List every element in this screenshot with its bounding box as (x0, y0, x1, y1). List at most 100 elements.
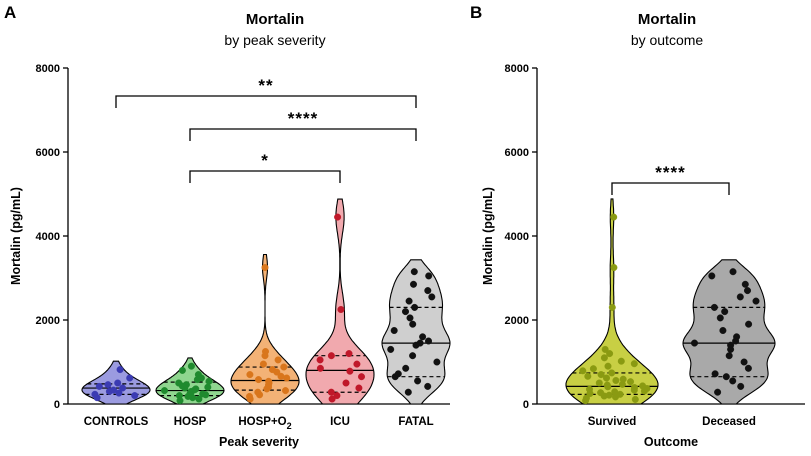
data-point (410, 268, 418, 276)
panel-letter-b: B (470, 3, 482, 22)
data-point (745, 320, 753, 328)
violin-body (565, 198, 659, 405)
violin-hosp-o2: HOSP+O2 (230, 253, 300, 431)
violin-icu: ICU (305, 198, 375, 428)
data-point (433, 358, 441, 366)
data-point (428, 293, 436, 301)
violin-fatal: FATAL (381, 259, 451, 428)
chart-b-subtitle: by outcome (631, 32, 704, 48)
data-point (727, 341, 735, 349)
y-axis-label: Mortalin (pg/mL) (481, 187, 495, 285)
data-point (337, 306, 345, 314)
data-point (416, 339, 424, 347)
data-point (246, 371, 254, 379)
data-point (631, 384, 639, 392)
y-tick-label: 8000 (36, 63, 60, 75)
data-point (394, 370, 402, 378)
data-point (425, 337, 433, 345)
category-label: HOSP+O2 (238, 416, 291, 431)
data-point (722, 373, 730, 381)
data-point (733, 333, 741, 341)
data-point (327, 352, 335, 360)
data-point (617, 357, 625, 365)
data-point (603, 374, 611, 382)
x-axis-label: Peak severity (219, 435, 299, 449)
data-point (327, 388, 335, 396)
chart-a-title: Mortalin (246, 11, 304, 28)
data-point (131, 392, 139, 400)
data-point (346, 367, 354, 375)
data-point (608, 303, 616, 311)
y-tick-label: 0 (523, 399, 529, 411)
data-point (334, 213, 342, 221)
data-point (604, 362, 612, 370)
category-label: Deceased (702, 416, 756, 428)
data-point (631, 395, 639, 403)
data-point (740, 358, 748, 366)
bracket-line (189, 170, 341, 183)
data-point (619, 375, 627, 383)
data-point (691, 339, 699, 347)
data-point (316, 356, 324, 364)
data-point (109, 386, 117, 394)
data-point (259, 360, 267, 368)
bracket-line (115, 95, 417, 108)
y-tick-label: 6000 (505, 147, 529, 159)
y-tick-label: 8000 (505, 63, 529, 75)
data-point (345, 350, 353, 358)
category-label: CONTROLS (84, 416, 149, 428)
data-point (406, 314, 414, 322)
data-point (425, 272, 433, 280)
data-point (610, 213, 618, 221)
data-point (612, 377, 620, 385)
chart-b: 0 2000 4000 6000 8000 Mortalin (pg/mL) Outcome… (481, 63, 805, 449)
data-point (126, 374, 134, 382)
bracket-line (611, 182, 730, 195)
significance-label: * (261, 151, 269, 170)
data-point (316, 364, 324, 372)
category-label: Survived (588, 416, 637, 428)
data-point (419, 333, 427, 341)
x-axis-label: Outcome (644, 435, 698, 449)
data-point (95, 382, 103, 390)
data-point (601, 345, 609, 353)
data-point (630, 360, 638, 368)
data-point (114, 379, 122, 387)
data-point (402, 364, 410, 372)
significance-bracket: **** (611, 163, 730, 195)
data-point (410, 280, 418, 288)
data-point (280, 363, 288, 371)
data-point (116, 366, 124, 374)
data-point (192, 385, 200, 393)
data-point (342, 379, 350, 387)
data-point (333, 392, 341, 400)
data-point (277, 372, 285, 380)
data-point (409, 320, 417, 328)
data-point (708, 272, 716, 280)
data-point (182, 381, 190, 389)
significance-label: **** (288, 109, 318, 128)
bracket-line (189, 128, 417, 141)
data-point (405, 297, 413, 305)
data-point (725, 352, 733, 360)
data-point (387, 345, 395, 353)
data-point (608, 369, 616, 377)
violin-body (230, 253, 300, 405)
data-point (729, 377, 737, 385)
data-point (404, 388, 412, 396)
data-point (205, 377, 213, 385)
data-point (606, 350, 614, 358)
data-point (199, 390, 207, 398)
data-point (414, 377, 422, 385)
data-point (605, 391, 613, 399)
data-point (194, 371, 202, 379)
y-tick-label: 4000 (36, 231, 60, 243)
data-point (582, 394, 590, 402)
data-point (597, 389, 605, 397)
data-point (711, 370, 719, 378)
data-point (262, 348, 270, 356)
data-point (736, 293, 744, 301)
data-point (274, 356, 282, 364)
data-point (744, 364, 752, 372)
data-point (627, 378, 635, 386)
